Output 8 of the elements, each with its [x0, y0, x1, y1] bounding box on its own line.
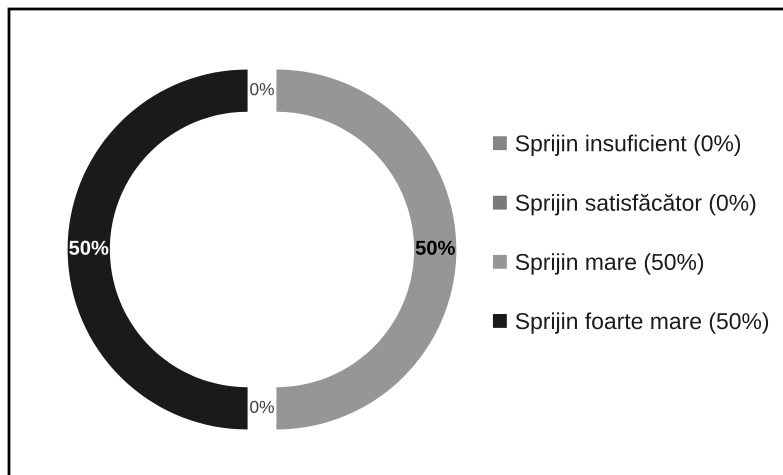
- data-label: 50%: [69, 240, 108, 255]
- legend-label: Sprijin insuficient (0%): [516, 134, 740, 156]
- legend-label: Sprijin satisfăcător (0%): [516, 194, 756, 216]
- legend-label: Sprijin mare (50%): [516, 253, 704, 275]
- text: 0%: [250, 400, 274, 414]
- data-label: 50%: [416, 240, 455, 255]
- text: 0%: [250, 83, 274, 96]
- legend-label: Sprijin foarte mare (50%): [516, 312, 768, 334]
